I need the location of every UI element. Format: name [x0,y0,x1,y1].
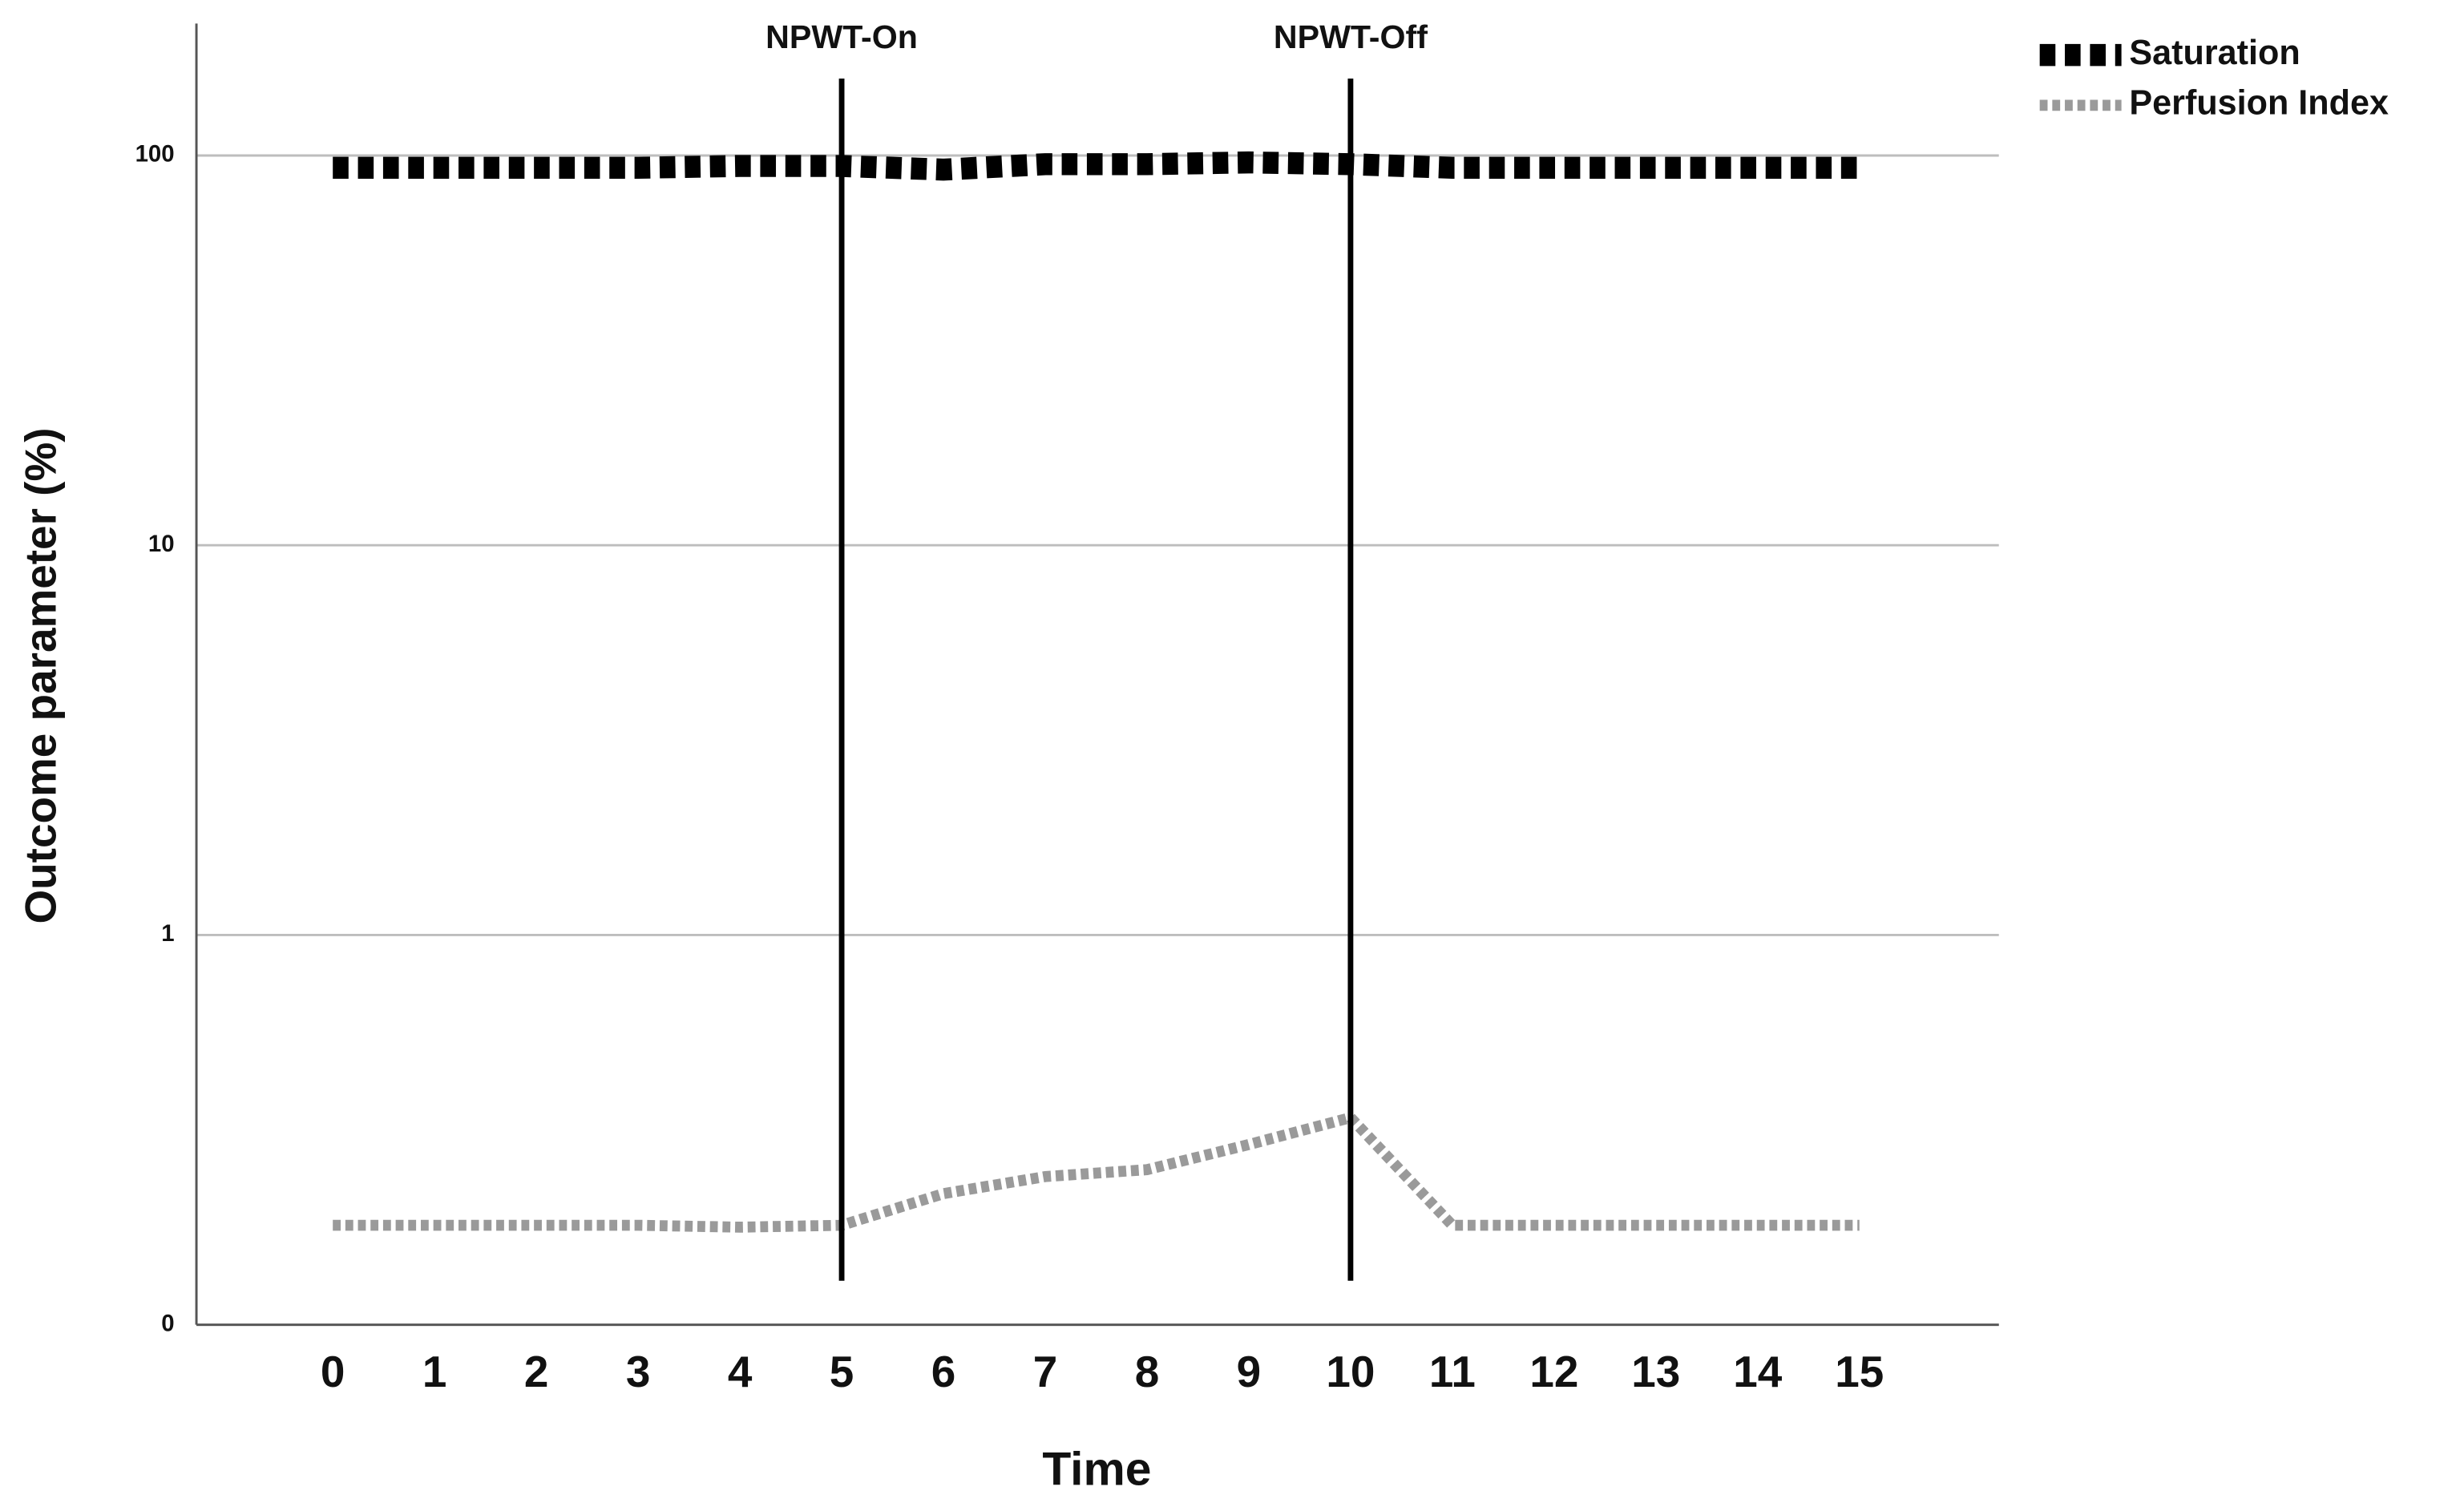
x-tick-label: 8 [1135,1347,1160,1396]
x-tick-label: 3 [626,1347,651,1396]
x-tick-label: 6 [931,1347,956,1396]
legend-label: Perfusion Index [2129,84,2389,123]
y-axis-label: Outcome parameter (%) [15,427,65,923]
x-tick-label: 5 [830,1347,854,1396]
annotation-label: NPWT-On [765,18,918,55]
x-tick-label: 4 [728,1347,753,1396]
x-tick-label: 14 [1733,1347,1783,1396]
x-tick-label: 1 [422,1347,447,1396]
x-tick-label: 15 [1835,1347,1884,1396]
x-tick-label: 7 [1033,1347,1058,1396]
x-tick-label: 13 [1631,1347,1680,1396]
annotation-label: NPWT-Off [1274,18,1428,55]
y-tick-label: 10 [148,531,175,557]
x-axis-label: Time [1042,1443,1151,1495]
y-tick-label: 100 [135,141,175,168]
x-tick-label: 10 [1326,1347,1375,1396]
x-tick-label: 0 [321,1347,345,1396]
x-tick-label: 12 [1529,1347,1578,1396]
x-tick-label: 11 [1429,1347,1476,1396]
x-tick-label: 9 [1237,1347,1262,1396]
y-tick-label: 0 [161,1310,174,1336]
series-line [333,1111,1860,1233]
series-line [333,151,1860,181]
legend-label: Saturation [2129,34,2300,72]
x-tick-label: 2 [524,1347,549,1396]
y-tick-label: 1 [161,920,174,947]
